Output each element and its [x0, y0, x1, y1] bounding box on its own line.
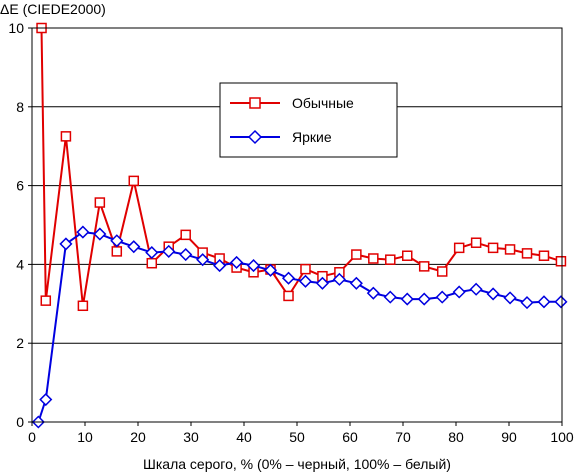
y-tick-label: 2 [16, 335, 24, 351]
x-tick-label: 80 [448, 429, 464, 445]
data-point-obychnye [146, 257, 158, 269]
data-point-yarkie [230, 255, 244, 269]
x-axis-title: Шкала серого, % (0% – черный, 100% – бел… [143, 456, 451, 472]
data-point-yarkie [110, 234, 124, 248]
data-point-yarkie [196, 253, 210, 267]
data-point-yarkie [145, 246, 159, 260]
legend: Обычные Яркие [219, 82, 398, 158]
x-tick-label: 70 [395, 429, 411, 445]
data-point-obychnye [538, 250, 550, 261]
data-point-yarkie [400, 292, 414, 306]
data-point-yarkie [59, 237, 73, 251]
y-tick-label: 6 [16, 178, 24, 194]
legend-label-yarkie: Яркие [292, 129, 332, 145]
data-point-yarkie [537, 295, 551, 309]
data-point-yarkie [332, 272, 346, 286]
data-point-obychnye [180, 229, 191, 241]
data-point-obychnye [368, 253, 379, 264]
data-point-obychnye [77, 300, 89, 312]
x-tick-label: 10 [77, 429, 93, 445]
data-point-yarkie [383, 290, 397, 304]
data-point-yarkie [213, 259, 227, 273]
data-point-obychnye [504, 244, 516, 255]
data-point-obychnye [470, 237, 482, 248]
data-point-yarkie [76, 225, 90, 239]
data-point-obychnye [436, 266, 448, 277]
series-yarkie [31, 225, 568, 429]
data-point-yarkie [520, 296, 534, 310]
data-point-yarkie [298, 274, 313, 288]
x-tick-label: 20 [130, 429, 146, 445]
x-tick-label: 100 [550, 429, 574, 445]
data-point-yarkie [127, 240, 141, 254]
data-point-obychnye [555, 255, 567, 267]
data-point-obychnye [128, 175, 140, 187]
legend-label-obychnye: Обычные [292, 95, 354, 111]
x-tick-label: 0 [28, 429, 36, 445]
data-point-obychnye [351, 249, 362, 260]
y-tick-label: 4 [16, 256, 24, 272]
y-tick-label: 8 [16, 99, 24, 115]
x-tick-label: 30 [183, 429, 199, 445]
data-point-yarkie [93, 227, 107, 241]
data-point-obychnye [385, 254, 396, 265]
y-axis-title: ΔE (CIEDE2000) [0, 1, 106, 17]
data-point-yarkie [263, 263, 278, 277]
data-point-obychnye [300, 263, 311, 275]
data-point-yarkie [39, 392, 53, 407]
data-point-yarkie [179, 247, 193, 262]
data-point-yarkie [452, 285, 466, 299]
data-point-obychnye [418, 261, 430, 272]
data-point-yarkie [554, 295, 568, 309]
data-point-obychnye [487, 242, 499, 254]
data-point-yarkie [435, 290, 449, 304]
x-tick-label: 40 [236, 429, 252, 445]
data-point-obychnye [40, 295, 52, 306]
data-point-obychnye [283, 290, 294, 302]
data-point-yarkie [366, 286, 380, 300]
x-tick-label: 90 [501, 429, 517, 445]
data-point-obychnye [94, 197, 106, 208]
data-point-yarkie [486, 287, 500, 301]
legend-marker-yarkie [247, 129, 263, 145]
data-point-obychnye [521, 248, 533, 259]
legend-marker-obychnye [249, 97, 261, 109]
data-point-yarkie [503, 291, 517, 305]
data-point-yarkie [469, 282, 483, 296]
y-tick-label: 0 [16, 414, 24, 430]
data-point-obychnye [453, 242, 465, 254]
data-point-yarkie [246, 259, 261, 273]
data-point-obychnye [401, 250, 413, 261]
x-tick-label: 60 [342, 429, 358, 445]
data-point-yarkie [349, 276, 363, 290]
data-point-yarkie [417, 292, 431, 306]
data-point-obychnye [60, 131, 72, 142]
data-point-yarkie [281, 271, 296, 285]
series-layer [31, 22, 568, 429]
y-tick-label: 10 [8, 20, 24, 36]
x-tick-label: 50 [289, 429, 305, 445]
legend-box [219, 82, 398, 158]
data-point-obychnye [111, 246, 123, 257]
data-point-yarkie [162, 244, 176, 258]
data-point-yarkie [315, 276, 330, 290]
